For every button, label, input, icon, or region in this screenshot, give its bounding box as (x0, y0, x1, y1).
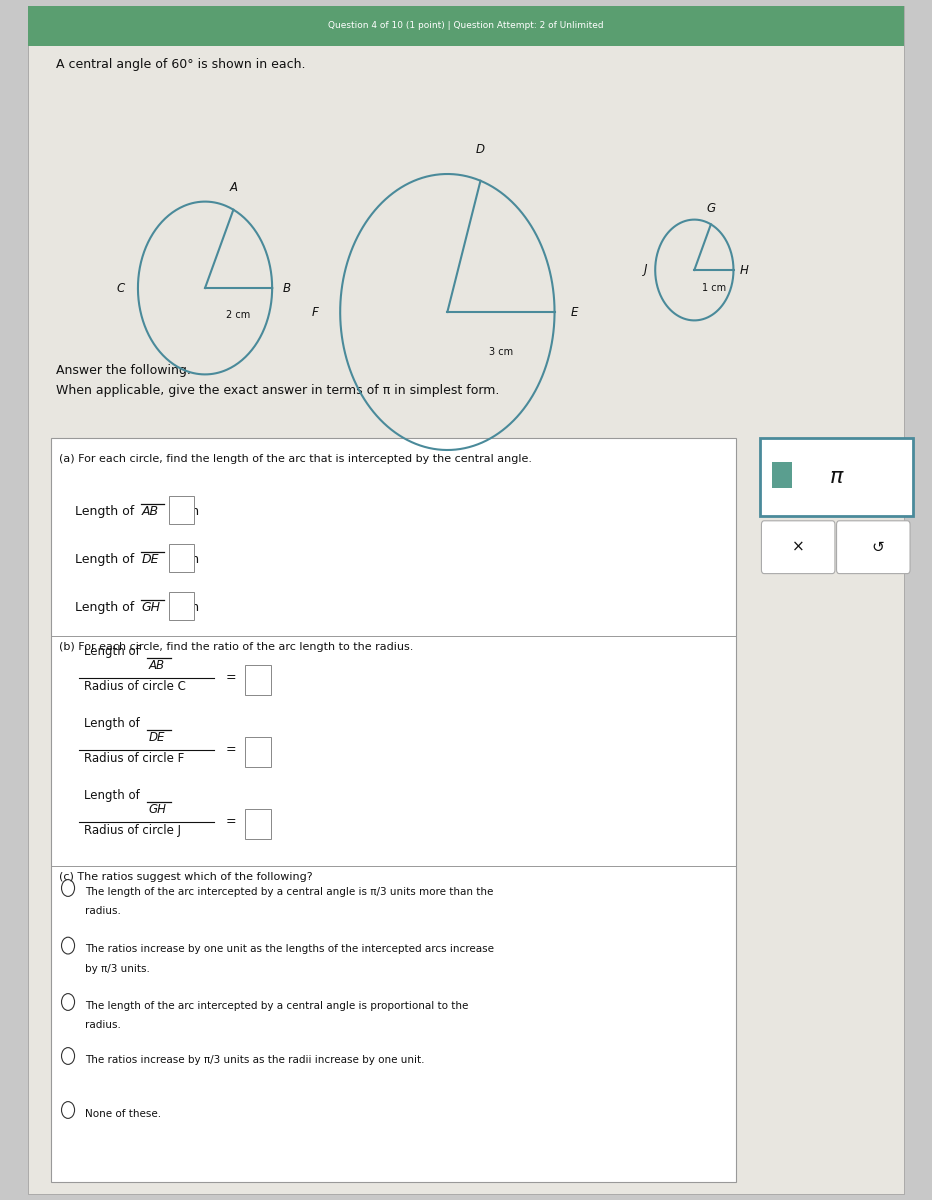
Text: Length of: Length of (75, 505, 138, 518)
Text: Radius of circle F: Radius of circle F (84, 752, 185, 766)
Text: H: H (739, 264, 748, 276)
FancyBboxPatch shape (245, 809, 271, 839)
Text: Radius of circle J: Radius of circle J (84, 824, 181, 838)
Text: Length of: Length of (84, 644, 144, 658)
Text: B: B (282, 282, 290, 294)
Text: =: = (226, 672, 236, 684)
Text: 3 cm: 3 cm (489, 347, 513, 356)
Text: Answer the following.: Answer the following. (56, 364, 191, 377)
Text: F: F (312, 306, 319, 318)
Text: None of these.: None of these. (85, 1109, 161, 1118)
FancyBboxPatch shape (28, 6, 904, 1194)
Text: A central angle of 60° is shown in each.: A central angle of 60° is shown in each. (56, 58, 306, 71)
FancyBboxPatch shape (169, 592, 194, 620)
Text: The length of the arc intercepted by a central angle is proportional to the: The length of the arc intercepted by a c… (85, 1001, 468, 1010)
Text: DE: DE (148, 731, 165, 744)
Text: Length of: Length of (84, 788, 144, 802)
Text: (c) The ratios suggest which of the following?: (c) The ratios suggest which of the foll… (59, 872, 312, 882)
Text: When applicable, give the exact answer in terms of π in simplest form.: When applicable, give the exact answer i… (56, 384, 500, 397)
Text: The ratios increase by π/3 units as the radii increase by one unit.: The ratios increase by π/3 units as the … (85, 1055, 424, 1064)
Text: A: A (229, 181, 238, 194)
Text: cm: cm (172, 553, 199, 566)
Text: The length of the arc intercepted by a central angle is π/3 units more than the: The length of the arc intercepted by a c… (85, 887, 493, 896)
Text: J: J (644, 264, 648, 276)
FancyBboxPatch shape (169, 544, 194, 572)
FancyBboxPatch shape (245, 665, 271, 695)
FancyBboxPatch shape (245, 737, 271, 767)
Text: Question 4 of 10 (1 point) | Question Attempt: 2 of Unlimited: Question 4 of 10 (1 point) | Question At… (328, 22, 604, 30)
Text: Length of: Length of (75, 553, 138, 566)
Text: GH: GH (142, 601, 160, 614)
Text: ↺: ↺ (871, 540, 884, 554)
FancyBboxPatch shape (169, 496, 194, 524)
Text: The ratios increase by one unit as the lengths of the intercepted arcs increase: The ratios increase by one unit as the l… (85, 944, 494, 954)
Text: DE: DE (142, 553, 159, 566)
Text: =: = (226, 816, 236, 828)
Text: radius.: radius. (85, 906, 120, 916)
Text: ×: × (792, 540, 804, 554)
Text: E: E (570, 306, 578, 318)
FancyBboxPatch shape (51, 438, 736, 1182)
Text: (b) For each circle, find the ratio of the arc length to the radius.: (b) For each circle, find the ratio of t… (59, 642, 413, 652)
Text: Radius of circle C: Radius of circle C (84, 680, 185, 694)
FancyBboxPatch shape (761, 521, 835, 574)
Text: Length of: Length of (84, 716, 144, 730)
Text: AB: AB (142, 505, 158, 518)
Text: D: D (476, 143, 485, 156)
Text: $\pi$: $\pi$ (829, 467, 844, 487)
Text: GH: GH (148, 803, 166, 816)
Text: AB: AB (148, 659, 164, 672)
Text: G: G (706, 203, 716, 215)
Text: (a) For each circle, find the length of the arc that is intercepted by the centr: (a) For each circle, find the length of … (59, 454, 532, 463)
Text: cm: cm (172, 505, 199, 518)
Text: 1 cm: 1 cm (702, 282, 726, 293)
Text: Length of: Length of (75, 601, 138, 614)
Text: C: C (116, 282, 125, 294)
Text: radius.: radius. (85, 1020, 120, 1030)
FancyBboxPatch shape (837, 521, 910, 574)
Text: 2 cm: 2 cm (226, 310, 251, 319)
Text: cm: cm (172, 601, 199, 614)
Text: =: = (226, 744, 236, 756)
FancyBboxPatch shape (760, 438, 913, 516)
FancyBboxPatch shape (772, 462, 792, 488)
FancyBboxPatch shape (28, 6, 904, 46)
Text: by π/3 units.: by π/3 units. (85, 964, 150, 973)
